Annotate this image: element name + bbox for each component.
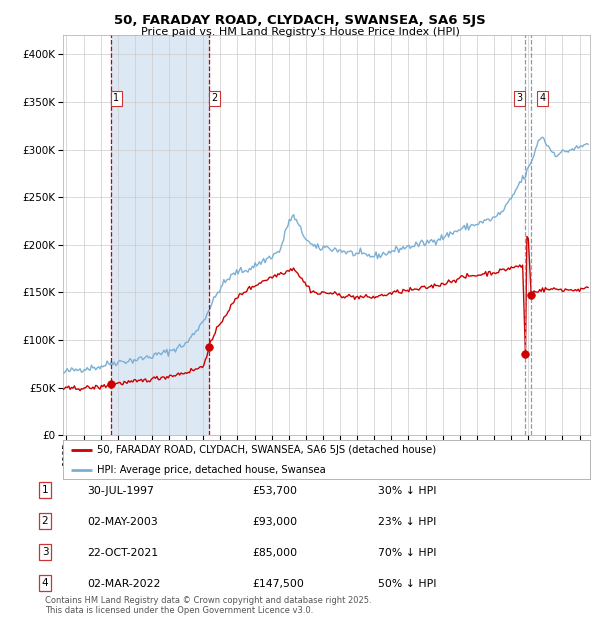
Text: 70% ↓ HPI: 70% ↓ HPI [378,548,437,558]
Text: 1: 1 [113,94,119,104]
Text: £85,000: £85,000 [252,548,297,558]
Text: 22-OCT-2021: 22-OCT-2021 [87,548,158,558]
Text: 02-MAY-2003: 02-MAY-2003 [87,517,158,527]
Text: 1: 1 [41,485,49,495]
Text: 50% ↓ HPI: 50% ↓ HPI [378,579,437,589]
Text: 3: 3 [41,547,49,557]
Text: 4: 4 [539,94,545,104]
Text: 02-MAR-2022: 02-MAR-2022 [87,579,160,589]
Text: 2: 2 [211,94,218,104]
Text: 30-JUL-1997: 30-JUL-1997 [87,486,154,496]
Text: 50, FARADAY ROAD, CLYDACH, SWANSEA, SA6 5JS (detached house): 50, FARADAY ROAD, CLYDACH, SWANSEA, SA6 … [97,445,436,455]
Text: £147,500: £147,500 [252,579,304,589]
Text: Price paid vs. HM Land Registry's House Price Index (HPI): Price paid vs. HM Land Registry's House … [140,27,460,37]
Text: 2: 2 [41,516,49,526]
Text: 3: 3 [517,94,523,104]
Text: 30% ↓ HPI: 30% ↓ HPI [378,486,437,496]
Text: £53,700: £53,700 [252,486,297,496]
Text: Contains HM Land Registry data © Crown copyright and database right 2025.
This d: Contains HM Land Registry data © Crown c… [45,596,371,615]
Text: 4: 4 [41,578,49,588]
Text: £93,000: £93,000 [252,517,297,527]
Text: 23% ↓ HPI: 23% ↓ HPI [378,517,436,527]
Text: 50, FARADAY ROAD, CLYDACH, SWANSEA, SA6 5JS: 50, FARADAY ROAD, CLYDACH, SWANSEA, SA6 … [114,14,486,27]
Text: HPI: Average price, detached house, Swansea: HPI: Average price, detached house, Swan… [97,465,326,475]
Bar [110,35,209,435]
